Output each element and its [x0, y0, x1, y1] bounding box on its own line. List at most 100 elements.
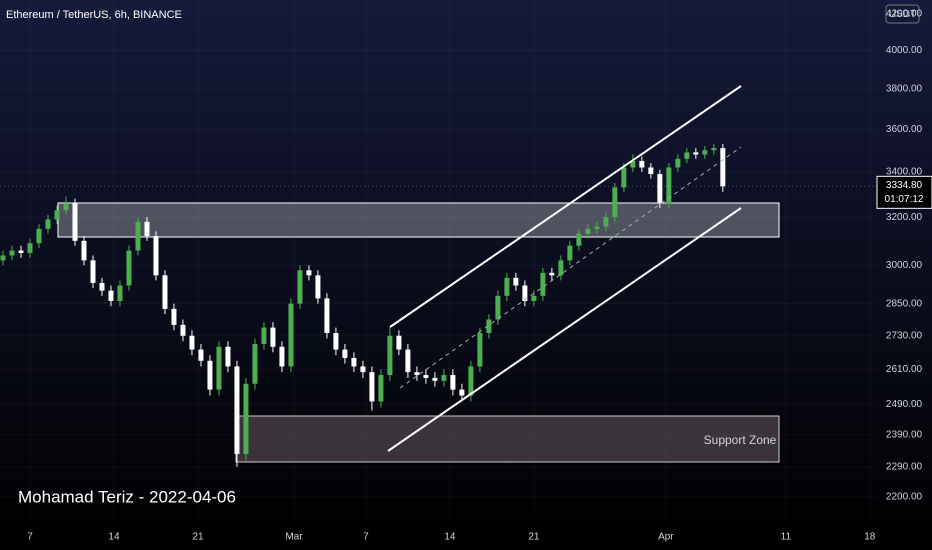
candle-body — [630, 160, 636, 168]
candle-body — [216, 346, 222, 390]
annotation: Support Zone — [704, 433, 777, 447]
candle-body — [9, 250, 15, 256]
candle-body — [180, 324, 186, 336]
channel-lower — [387, 207, 742, 452]
candle-body — [117, 285, 123, 302]
candle-body — [405, 349, 411, 373]
axes: 2200.00 2290.00 2390.00 2490.00 2610.00 2730.… — [0, 9, 932, 543]
candle-body — [360, 366, 366, 373]
candle-body — [549, 272, 555, 276]
candle-body — [27, 243, 33, 253]
candles — [0, 143, 726, 467]
y-tick-label: 2200.00 — [886, 492, 923, 503]
candle-body — [108, 290, 114, 302]
x-tick-label: 18 — [864, 532, 876, 543]
candle-body — [432, 377, 438, 381]
candle-body — [693, 152, 699, 155]
candle-body — [288, 303, 294, 367]
channel-mid — [399, 146, 742, 389]
x-tick-label: 7 — [363, 532, 369, 543]
candle-body — [621, 167, 627, 188]
candle-body — [207, 360, 213, 390]
candle-body — [45, 219, 51, 229]
channel-upper — [389, 85, 742, 328]
candle-body — [261, 327, 267, 344]
candle-body — [441, 375, 447, 381]
candle-body — [477, 333, 483, 367]
y-tick-label: 2290.00 — [886, 462, 923, 473]
candle-body — [324, 298, 330, 334]
candle-body — [297, 270, 303, 304]
candle-body — [198, 349, 204, 361]
candle-body — [450, 375, 456, 390]
candle-body — [567, 245, 573, 261]
candle-body — [486, 319, 492, 334]
candle-body — [639, 160, 645, 168]
candle-body — [387, 335, 393, 376]
candle-body — [414, 372, 420, 376]
candle-body — [18, 250, 24, 253]
candle-body — [585, 228, 591, 234]
candle-body — [36, 228, 42, 244]
candle-body — [315, 275, 321, 299]
candle-body — [522, 285, 528, 302]
candle-body — [225, 346, 231, 367]
candle-body — [531, 295, 537, 302]
candle-body — [351, 357, 357, 367]
candle-body — [666, 167, 672, 204]
candle-body — [243, 383, 249, 455]
candle-body — [126, 250, 132, 286]
candle-body — [495, 295, 501, 320]
candle-body — [234, 366, 240, 455]
candle-body — [423, 375, 429, 378]
candle-body — [153, 236, 159, 276]
candle-body — [0, 255, 6, 261]
candle-body — [396, 335, 402, 350]
candle-body — [252, 343, 258, 384]
candle-body — [171, 308, 177, 325]
y-tick-label: 2850.00 — [886, 298, 923, 309]
x-tick-label: 11 — [781, 532, 792, 543]
candle-body — [135, 221, 141, 251]
candle-body — [468, 366, 474, 396]
candle-body — [342, 349, 348, 358]
candle-body — [72, 203, 78, 241]
x-tick-label: 14 — [108, 532, 120, 543]
watermark: Mohamad Teriz - 2022-04-06 — [18, 487, 236, 506]
candle-body — [540, 272, 546, 296]
candle-body — [513, 277, 519, 286]
x-tick-label: 21 — [192, 532, 204, 543]
candle-body — [504, 277, 510, 296]
candle-body — [369, 372, 375, 402]
y-tick-label: 4000.00 — [886, 45, 923, 56]
candle-body — [270, 327, 276, 347]
y-tick-label: 2390.00 — [886, 430, 923, 441]
candle-body — [63, 203, 69, 211]
support-zone — [235, 415, 780, 463]
last-price-label: 3334.80 — [886, 180, 923, 191]
candle-body — [702, 150, 708, 155]
last-price-box — [876, 175, 932, 209]
candle-body — [99, 282, 105, 291]
x-tick-label: Mar — [285, 532, 303, 543]
candle-body — [306, 270, 312, 276]
candle-body — [279, 346, 285, 367]
candle-body — [684, 152, 690, 159]
candle-body — [558, 260, 564, 276]
countdown: 01:07:12 — [885, 194, 924, 205]
y-tick-label: 3800.00 — [886, 83, 923, 94]
x-tick-label: Apr — [658, 532, 674, 543]
y-tick-label: 4200.00 — [886, 9, 923, 20]
candle-body — [720, 148, 726, 187]
candle-body — [378, 375, 384, 402]
y-tick-label: 3000.00 — [886, 260, 923, 271]
candle-body — [162, 275, 168, 309]
candle-body — [333, 333, 339, 350]
candle-body — [657, 174, 663, 204]
x-tick-label: 14 — [444, 532, 456, 543]
currency-badge[interactable] — [885, 4, 920, 24]
y-tick-label: 2730.00 — [886, 330, 923, 341]
x-tick-label: 21 — [528, 532, 540, 543]
